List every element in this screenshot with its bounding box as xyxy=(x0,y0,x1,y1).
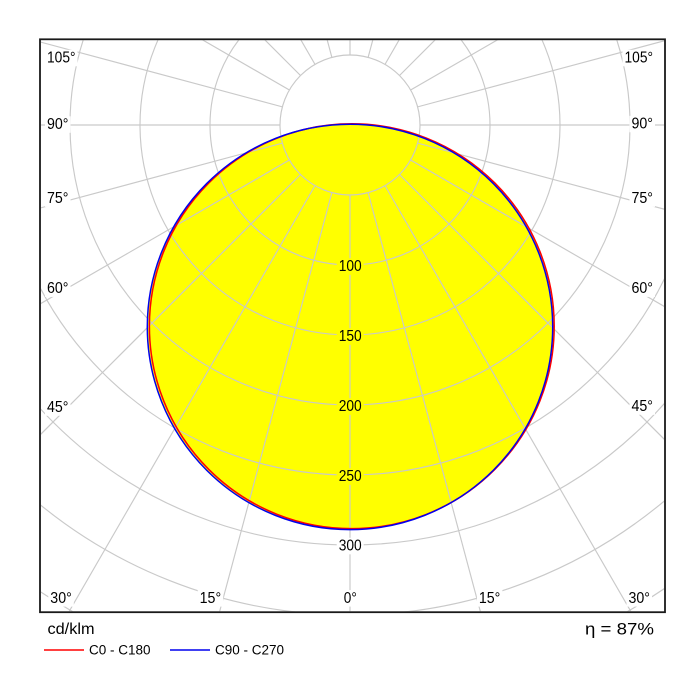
svg-text:30°: 30° xyxy=(629,590,651,607)
svg-text:15°: 15° xyxy=(200,590,222,607)
svg-text:90°: 90° xyxy=(632,116,654,133)
svg-text:0°: 0° xyxy=(344,590,357,607)
svg-text:105°: 105° xyxy=(625,50,654,67)
svg-text:105°: 105° xyxy=(47,50,76,67)
svg-text:30°: 30° xyxy=(50,590,72,607)
svg-text:300: 300 xyxy=(339,538,362,555)
svg-text:60°: 60° xyxy=(47,280,69,297)
svg-text:150: 150 xyxy=(339,328,362,345)
svg-text:45°: 45° xyxy=(47,399,69,416)
svg-text:45°: 45° xyxy=(632,398,654,415)
svg-text:60°: 60° xyxy=(632,280,654,297)
svg-text:75°: 75° xyxy=(47,190,69,207)
svg-text:15°: 15° xyxy=(479,590,501,607)
svg-text:90°: 90° xyxy=(47,116,69,133)
svg-text:200: 200 xyxy=(339,398,362,415)
svg-text:cd/klm: cd/klm xyxy=(48,621,95,638)
svg-text:C90 - C270: C90 - C270 xyxy=(215,643,284,658)
svg-text:C0 - C180: C0 - C180 xyxy=(89,643,151,658)
svg-text:100: 100 xyxy=(339,258,362,275)
svg-text:75°: 75° xyxy=(632,190,654,207)
svg-text:η = 87%: η = 87% xyxy=(585,621,654,639)
svg-text:250: 250 xyxy=(339,468,362,485)
